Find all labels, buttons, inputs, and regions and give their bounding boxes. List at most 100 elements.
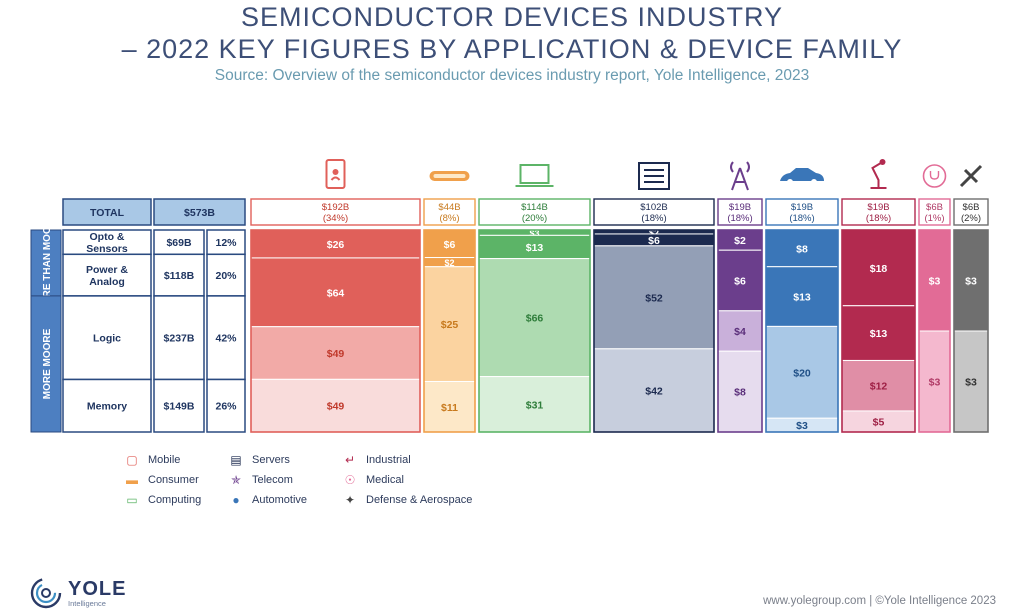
telecom-icon: ✯ bbox=[230, 473, 242, 487]
legend-label: Mobile bbox=[148, 454, 181, 466]
column-share: (1%) bbox=[924, 213, 944, 224]
bar-value-label: $6 bbox=[444, 239, 456, 251]
column-total: $6B bbox=[926, 202, 943, 213]
bar-segment-automotive bbox=[765, 325, 839, 419]
servers-icon-part bbox=[638, 162, 670, 190]
computing-icon-part bbox=[519, 164, 550, 184]
column-share: (34%) bbox=[323, 213, 348, 224]
total-label-cell bbox=[62, 198, 152, 226]
mobile-icon bbox=[325, 159, 346, 189]
industrial-icon-part bbox=[879, 159, 886, 165]
row-total: $149B bbox=[164, 401, 195, 413]
bar-value-label: $3 bbox=[965, 377, 977, 389]
bar-segment-automotive bbox=[765, 229, 839, 268]
row-label-cell bbox=[62, 253, 152, 297]
column-outline-medical bbox=[918, 229, 951, 433]
bar-value-label: $11 bbox=[441, 402, 458, 414]
telecom-icon bbox=[730, 161, 750, 191]
legend-label: Automotive bbox=[252, 494, 308, 506]
row-label: Sensors bbox=[86, 243, 128, 255]
bar-segment-telecom bbox=[717, 350, 763, 433]
bar-value-label: $20 bbox=[793, 367, 811, 379]
chart-source: Source: Overview of the semiconductor de… bbox=[214, 67, 810, 84]
automotive-icon bbox=[780, 168, 824, 185]
column-share: (18%) bbox=[866, 213, 891, 224]
bar-value-label: $42 bbox=[645, 385, 663, 397]
bar-segment-telecom bbox=[717, 310, 763, 352]
column-total: $19B bbox=[729, 202, 751, 213]
yole-logo: YOLE Intelligence bbox=[30, 577, 126, 609]
computing-icon: ▭ bbox=[126, 493, 138, 507]
column-header-telecom bbox=[717, 198, 763, 226]
bar-segment-mobile bbox=[250, 229, 421, 259]
total-value-cell bbox=[153, 198, 246, 226]
yole-logo-sub: Intelligence bbox=[68, 598, 106, 608]
footer-credit: www.yolegroup.com | ©Yole Intelligence 2… bbox=[763, 595, 996, 607]
row-share-cell bbox=[206, 253, 246, 297]
bar-value-label: $3 bbox=[965, 276, 977, 288]
bar-value-label: $6 bbox=[734, 276, 746, 288]
column-total: $6B bbox=[963, 202, 980, 213]
column-total: $19B bbox=[867, 202, 889, 213]
row-label-cell bbox=[62, 295, 152, 381]
column-outline-computing bbox=[478, 229, 591, 433]
bar-value-label: $49 bbox=[327, 348, 345, 360]
chart-title-line-2: – 2022 KEY FIGURES BY APPLICATION & DEVI… bbox=[121, 34, 903, 64]
telecom-icon-part bbox=[730, 161, 750, 173]
row-total-cell bbox=[153, 229, 205, 256]
row-share: 26% bbox=[215, 401, 237, 413]
chart-title-line-1: SEMICONDUCTOR DEVICES INDUSTRY bbox=[240, 2, 784, 32]
legend-label: Computing bbox=[148, 494, 202, 506]
medical-icon: ☉ bbox=[344, 473, 356, 487]
mobile-icon-part bbox=[330, 176, 341, 181]
column-header-automotive bbox=[765, 198, 839, 226]
row-share-cell bbox=[206, 378, 246, 433]
row-total: $69B bbox=[166, 237, 192, 249]
mobile-icon-part bbox=[325, 159, 346, 189]
total-label: TOTAL bbox=[90, 207, 125, 219]
row-group-label: MORE MOORE bbox=[42, 328, 53, 399]
column-total: $44B bbox=[438, 202, 460, 213]
legend-label: Consumer bbox=[148, 474, 199, 486]
row-group-more-moore bbox=[30, 295, 62, 433]
automotive-icon-part bbox=[787, 179, 793, 185]
row-total: $237B bbox=[164, 333, 195, 345]
yole-logo-icon bbox=[30, 577, 62, 609]
bar-value-label: $26 bbox=[327, 239, 345, 251]
legend-item-mobile: ▢ Mobile bbox=[122, 453, 180, 467]
legend-label: Industrial bbox=[366, 454, 411, 466]
row-share: 42% bbox=[215, 333, 237, 345]
row-total-cell bbox=[153, 378, 205, 433]
bar-value-label: $13 bbox=[870, 328, 888, 340]
bar-value-label: $64 bbox=[327, 287, 345, 299]
bar-segment-mobile bbox=[250, 257, 421, 328]
column-header-industrial bbox=[841, 198, 916, 226]
column-outline-defense-and-aerospace bbox=[953, 229, 989, 433]
column-total: $114B bbox=[521, 202, 548, 213]
bar-value-label: $12 bbox=[870, 381, 888, 393]
legend-label: Medical bbox=[366, 474, 404, 486]
legend-item-automotive: ● Automotive bbox=[226, 493, 307, 507]
legend-item-industrial: ↵ Industrial bbox=[340, 453, 411, 467]
consumer-icon bbox=[429, 171, 470, 181]
row-label: Memory bbox=[87, 401, 127, 413]
legend-item-servers: ▤ Servers bbox=[226, 453, 290, 467]
column-share: (20%) bbox=[522, 213, 547, 224]
row-total: $118B bbox=[164, 270, 195, 282]
mobile-icon-part bbox=[332, 169, 339, 175]
column-header-servers bbox=[593, 198, 715, 226]
mobile-icon: ▢ bbox=[126, 453, 138, 467]
column-share: (2%) bbox=[961, 213, 981, 224]
legend-item-consumer: ▬ Consumer bbox=[122, 473, 199, 487]
bar-value-label: $8 bbox=[796, 243, 808, 255]
bar-value-label: $3 bbox=[929, 377, 941, 389]
row-group-more-than-moore bbox=[30, 229, 62, 297]
legend-label: Servers bbox=[252, 454, 290, 466]
bar-segment-industrial bbox=[841, 305, 916, 361]
industrial-icon-part bbox=[870, 161, 887, 189]
consumer-icon-part bbox=[433, 174, 466, 178]
legend-item-medical: ☉ Medical bbox=[340, 473, 404, 487]
column-total: $19B bbox=[791, 202, 813, 213]
bar-value-label: $25 bbox=[441, 319, 459, 331]
industrial-icon: ↵ bbox=[344, 453, 356, 467]
